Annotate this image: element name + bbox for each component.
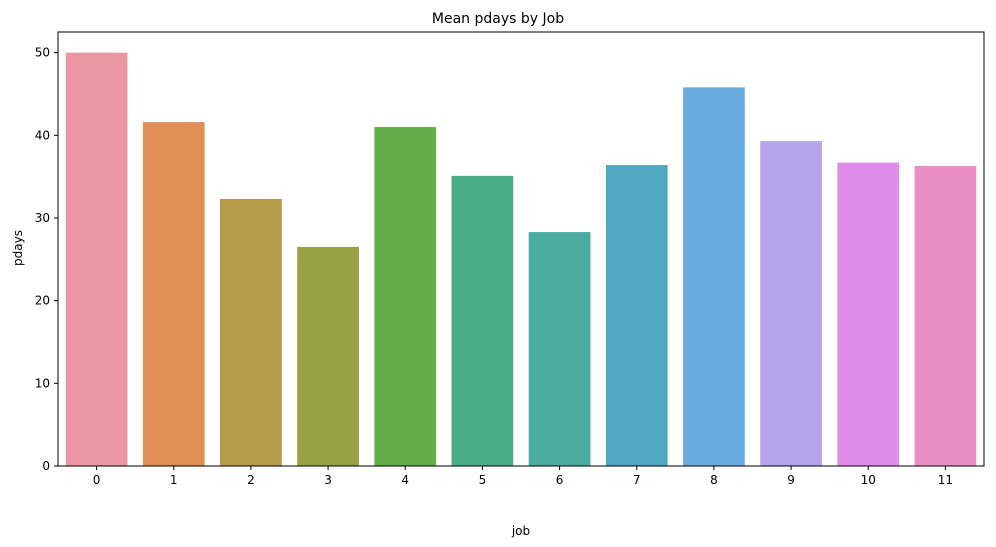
bar-job-0 [65, 52, 128, 467]
y-tick-label: 20 [35, 294, 50, 308]
bars-group [65, 52, 977, 467]
y-tick-label: 30 [35, 211, 50, 225]
y-tick-label: 50 [35, 46, 50, 60]
plot-frame [57, 31, 985, 467]
x-tick-label: 11 [938, 473, 953, 487]
bar-job-5 [451, 175, 514, 466]
x-tick-label: 4 [401, 473, 409, 487]
x-tick-label: 7 [633, 473, 641, 487]
y-tick-label: 10 [35, 376, 50, 390]
x-axis-label: job [511, 524, 530, 538]
x-tick-label: 0 [93, 473, 101, 487]
x-tick-label: 9 [787, 473, 795, 487]
y-tick-label: 0 [42, 459, 50, 473]
x-tick-label: 10 [861, 473, 876, 487]
bar-job-9 [760, 141, 822, 466]
bar-job-8 [683, 87, 745, 467]
x-tick-label: 1 [170, 473, 178, 487]
bar-job-1 [142, 122, 205, 467]
bar-job-10 [837, 162, 900, 466]
bar-job-11 [914, 165, 977, 467]
bar-job-6 [528, 232, 591, 466]
bar-job-4 [374, 127, 437, 467]
x-tick-label: 6 [556, 473, 564, 487]
bar-job-2 [220, 198, 282, 466]
x-tick-label: 8 [710, 473, 718, 487]
x-tick-label: 3 [324, 473, 332, 487]
x-tick-label: 2 [247, 473, 255, 487]
y-axis-ticks: 0 10 20 30 40 50 [35, 46, 58, 473]
y-axis-label: pdays [11, 230, 25, 266]
chart-title: Mean pdays by Job [432, 11, 564, 27]
y-tick-label: 40 [35, 128, 50, 142]
x-axis-ticks: 0 1 2 3 4 5 6 7 8 9 10 11 [93, 466, 953, 487]
x-tick-label: 5 [479, 473, 487, 487]
bar-job-3 [297, 246, 359, 466]
bar-job-7 [605, 165, 668, 467]
